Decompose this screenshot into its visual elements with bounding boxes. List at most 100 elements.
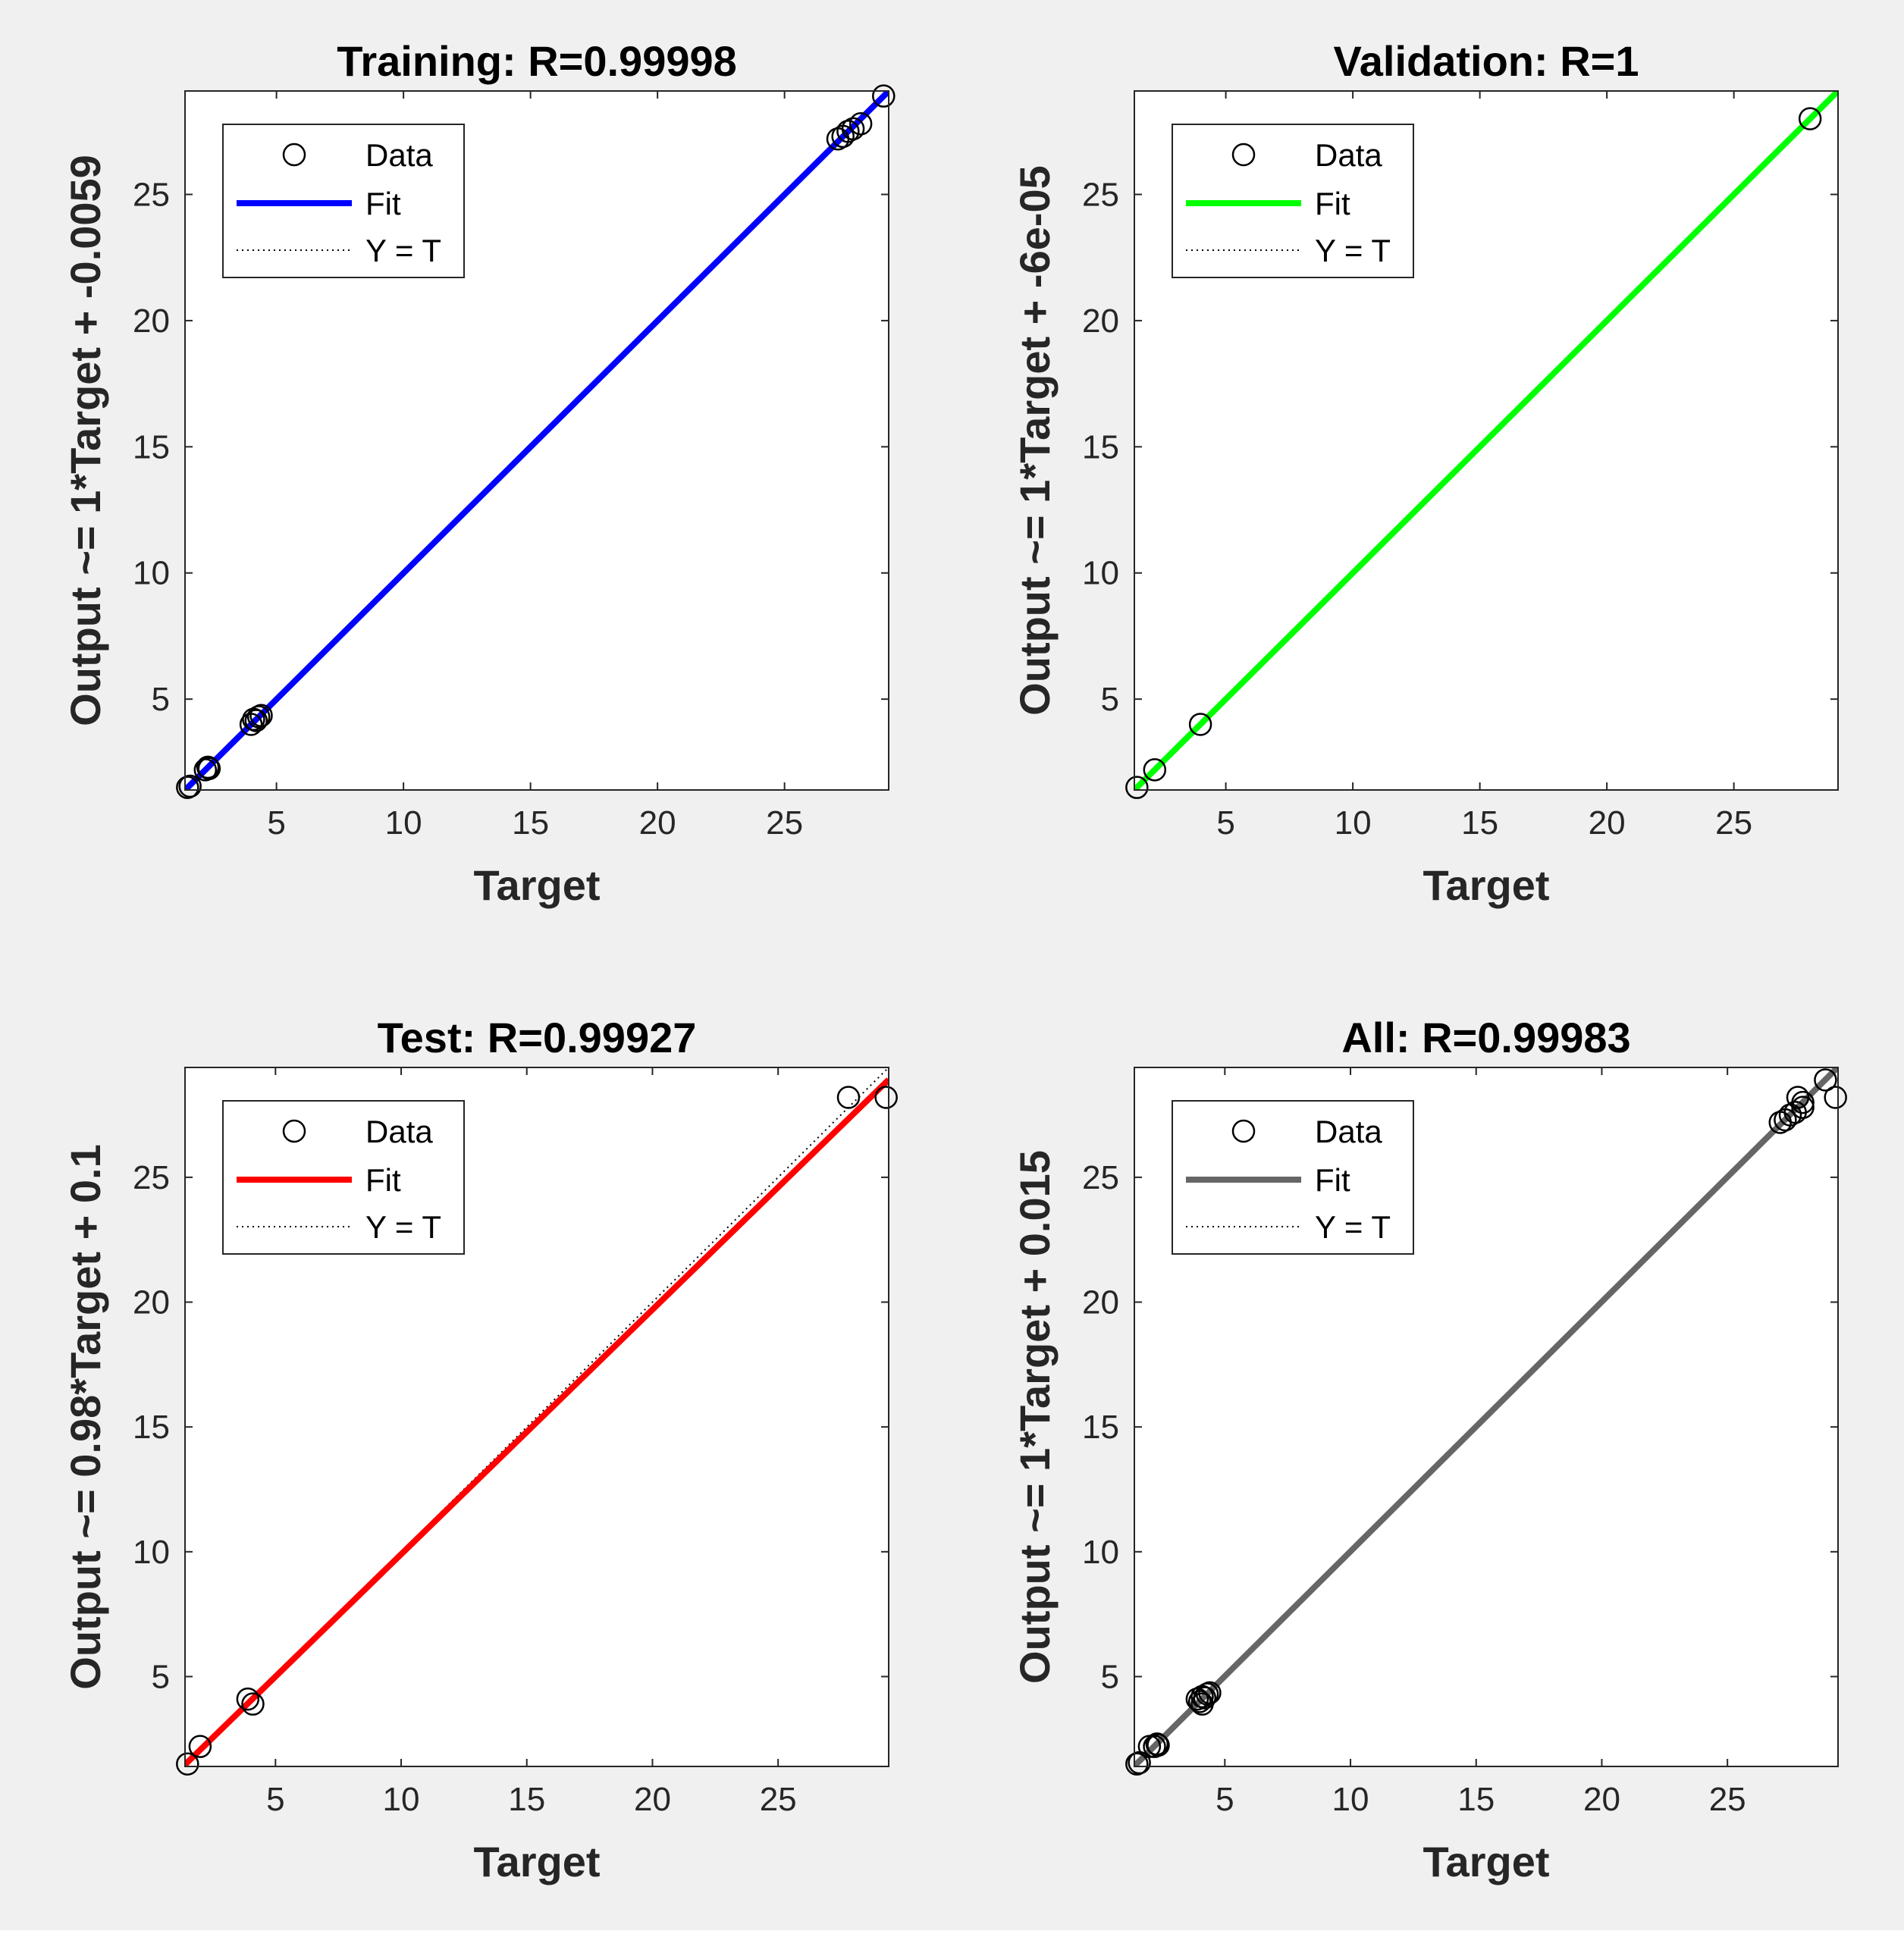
training-data-point [197,757,221,780]
validation-data-point [1188,713,1212,736]
validation-xtick-label: 25 [1715,804,1752,842]
all-plot: 5 10 15 20 25 5 10 15 20 25 All: R=0.99983 Target Ou… [1011,1014,1847,1885]
validation-axes-frame [1134,90,1839,791]
all-title: All: R=0.99983 [1341,1014,1630,1061]
training-legend-label: Fit [365,186,401,221]
training-xlabel: Target [474,861,601,909]
validation-ytick-label: 20 [1082,302,1119,340]
test-data-point [241,1692,265,1716]
all-data-point [1145,1732,1169,1756]
training-xtick-label: 20 [639,804,676,842]
all-data-point [1198,1681,1222,1705]
test-xtick-label: 25 [760,1781,797,1818]
all-xtick-label: 20 [1583,1781,1620,1818]
all-xtick-label: 25 [1709,1781,1746,1818]
all-xtick-label: 10 [1332,1781,1369,1818]
training-legend-label: Y = T [365,233,441,268]
test-legend-label: Data [365,1114,433,1149]
test-data-point [236,1687,260,1711]
all-ytick-label: 15 [1082,1409,1119,1446]
test-xtick-label: 10 [383,1781,420,1818]
test-data-point [188,1735,212,1758]
all-ytick-label: 25 [1082,1159,1119,1196]
validation-legend: Data Fit Y = T [1172,124,1414,278]
all-fit-line [1134,1067,1838,1766]
test-xlabel: Target [474,1838,601,1885]
validation-ytick-label: 5 [1101,681,1119,718]
test-axes-frame [184,1067,889,1767]
test-xtick-label: 5 [266,1781,284,1818]
test-data-point [874,1086,898,1109]
test-ylabel: Output ~= 0.98*Target + 0.1 [61,1144,109,1689]
test-ytick-label: 15 [133,1409,170,1446]
training-data-point [841,117,865,141]
validation-xtick-label: 10 [1335,804,1372,842]
training-legend-label: Data [365,137,433,173]
all-data-point [1791,1090,1815,1114]
training-data-point [244,709,268,732]
training-legend: Data Fit Y = T [222,124,465,278]
test-title: Test: R=0.99927 [378,1014,697,1061]
training-data-point [249,704,273,728]
training-legend-data-marker [282,143,306,167]
training-title: Training: R=0.99998 [337,37,737,85]
validation-title: Validation: R=1 [1334,37,1639,85]
test-fit-line [185,1077,889,1766]
test-legend-label: Fit [365,1162,401,1198]
test-ytick-label: 20 [133,1284,170,1321]
all-data-point [1193,1686,1217,1710]
all-legend: Data Fit Y = T [1172,1100,1414,1255]
test-data-point [836,1086,861,1109]
training-plot: 5 10 15 20 25 5 10 15 20 25 Training: R=0.99998 Tar… [61,37,896,909]
all-ytick-label: 5 [1101,1658,1119,1695]
validation-xtick-label: 15 [1461,804,1498,842]
test-xtick-label: 20 [634,1781,671,1818]
all-xtick-label: 5 [1215,1781,1234,1818]
all-ytick-label: 10 [1082,1534,1119,1571]
all-ylabel: Output ~= 1*Target + 0.015 [1011,1150,1059,1684]
test-ytick-label: 25 [133,1159,170,1196]
training-data-point [836,120,860,143]
training-data-point [196,755,220,779]
all-legend-data-marker [1231,1119,1256,1143]
test-legend-label: Y = T [365,1209,441,1245]
training-xtick-label: 25 [766,804,803,842]
validation-legend-label: Fit [1315,186,1350,221]
all-legend-label: Fit [1315,1162,1350,1198]
all-legend-label: Data [1315,1114,1382,1149]
all-data-point [1791,1096,1815,1119]
training-fit-line [185,91,889,790]
validation-legend-data-marker [1231,143,1256,167]
validation-legend-label: Data [1315,137,1382,173]
all-legend-label: Y = T [1315,1209,1391,1245]
test-ytick-label: 5 [152,1658,170,1695]
test-plot: 5 10 15 20 25 5 10 15 20 25 Test: R=0.99927 Target O… [61,1014,898,1885]
validation-ylabel: Output ~= 1*Target + -6e-05 [1011,165,1059,716]
validation-data-point [1798,107,1822,130]
validation-ytick-label: 10 [1082,555,1119,592]
all-axes-frame [1134,1067,1839,1767]
training-ytick-label: 20 [133,302,170,340]
validation-xlabel: Target [1423,861,1550,909]
validation-xtick-label: 20 [1589,804,1626,842]
training-ytick-label: 25 [133,176,170,213]
training-axes-frame [184,90,889,791]
training-data-point [872,84,896,108]
training-ylabel: Output ~= 1*Target + -0.0059 [61,155,109,726]
training-ytick-label: 15 [133,428,170,465]
all-xtick-label: 15 [1457,1781,1495,1818]
training-ytick-label: 10 [133,555,170,592]
validation-ytick-label: 15 [1082,428,1119,465]
all-data-point [1824,1086,1847,1109]
test-xtick-label: 15 [508,1781,545,1818]
training-data-point [178,774,202,798]
all-data-point [1814,1068,1837,1092]
training-ytick-label: 5 [152,681,170,718]
training-xtick-label: 5 [267,804,285,842]
validation-plot: 5 10 15 20 25 5 10 15 20 25 Validation: R=1 Target O… [1011,37,1839,909]
all-xlabel: Target [1423,1838,1550,1885]
test-ytick-label: 10 [133,1534,170,1571]
validation-ytick-label: 25 [1082,176,1119,213]
